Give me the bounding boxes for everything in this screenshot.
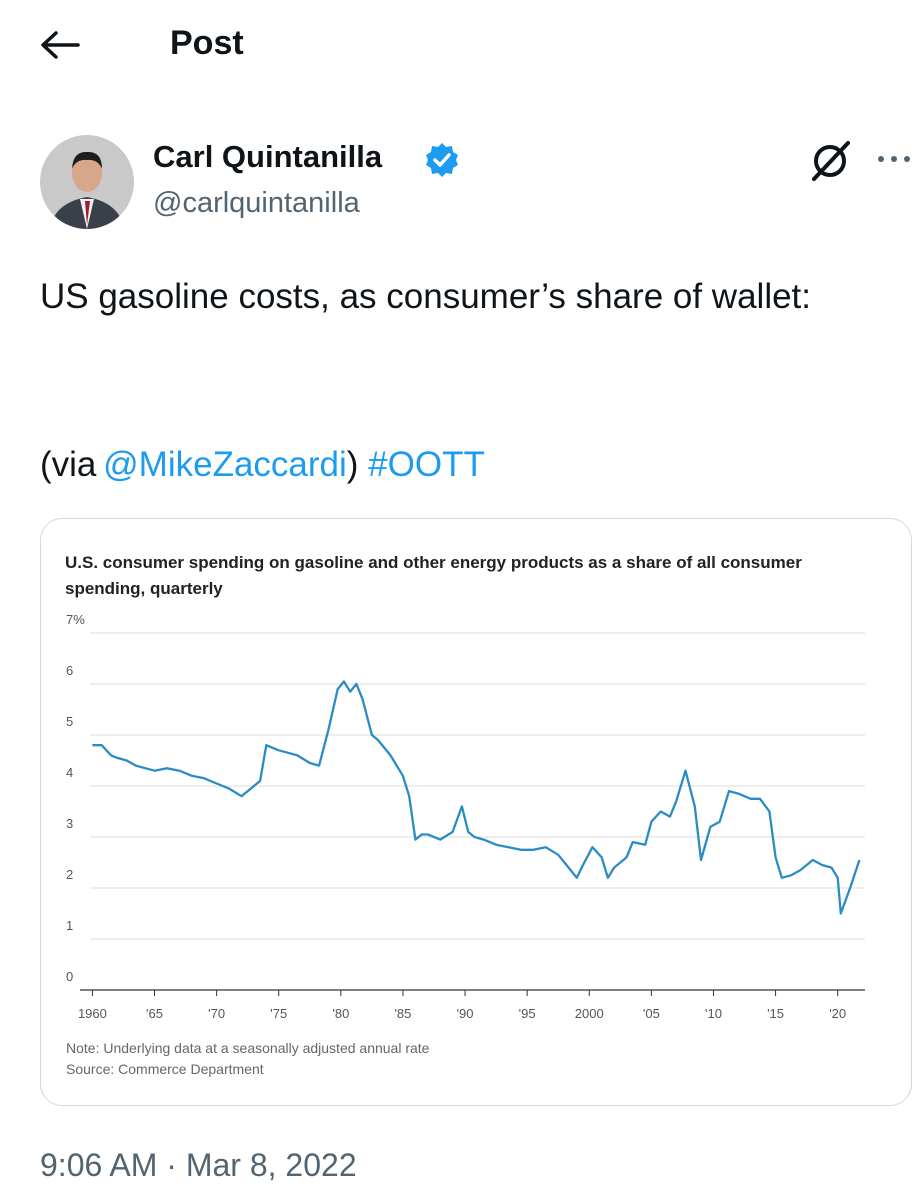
tweet-text: US gasoline costs, as consumer’s share o…: [40, 277, 812, 316]
chart-title: U.S. consumer spending on gasoline and o…: [65, 553, 802, 598]
y-tick-label: 1: [66, 918, 73, 933]
x-tick-label: '90: [457, 1006, 474, 1021]
author-name[interactable]: Carl Quintanilla: [153, 139, 383, 174]
back-arrow[interactable]: [38, 28, 82, 62]
x-tick-label: '05: [643, 1006, 660, 1021]
y-tick-label: 7%: [66, 612, 85, 627]
timestamp: 9:06 AM · Mar 8, 2022: [40, 1147, 357, 1183]
tweet-via-line: (via @MikeZaccardi) #OOTT: [40, 440, 485, 490]
x-tick-label: '85: [394, 1006, 411, 1021]
chart: 0 1 2 3 4 5 6 7% 1960 '65 '70 '75 '80 '85 '90 '95 2000 '0…: [66, 612, 865, 1021]
hashtag[interactable]: #OOTT: [368, 445, 485, 484]
verified-badge: [426, 143, 458, 177]
more-menu[interactable]: [876, 152, 914, 166]
data-line: [92, 680, 861, 915]
y-tick-label: 0: [66, 969, 73, 984]
y-tick-label: 2: [66, 867, 73, 882]
media-card[interactable]: [40, 518, 912, 1106]
via-text: (via: [40, 445, 97, 484]
x-tick-label: '80: [332, 1006, 349, 1021]
y-tick-label: 4: [66, 765, 73, 780]
chart-note: Note: Underlying data at a seasonally ad…: [66, 1040, 430, 1056]
y-tick-label: 3: [66, 816, 73, 831]
mention[interactable]: @MikeZaccardi: [103, 445, 347, 484]
grok-icon[interactable]: [808, 140, 856, 182]
x-tick-label: '95: [519, 1006, 536, 1021]
x-tick-label: 2000: [575, 1006, 604, 1021]
chart-source: Source: Commerce Department: [66, 1061, 264, 1077]
x-tick-label: '10: [705, 1006, 722, 1021]
x-tick-label: 1960: [78, 1006, 107, 1021]
author-handle[interactable]: @carlquintanilla: [153, 187, 360, 219]
y-tick-label: 6: [66, 663, 73, 678]
x-tick-label: '70: [208, 1006, 225, 1021]
via-close: ): [346, 445, 359, 484]
x-tick-label: '20: [829, 1006, 846, 1021]
header-title: Post: [170, 24, 244, 62]
y-tick-label: 5: [66, 714, 73, 729]
x-tick-label: '65: [146, 1006, 163, 1021]
avatar[interactable]: [40, 135, 134, 229]
x-tick-label: '75: [270, 1006, 287, 1021]
x-tick-label: '15: [767, 1006, 784, 1021]
